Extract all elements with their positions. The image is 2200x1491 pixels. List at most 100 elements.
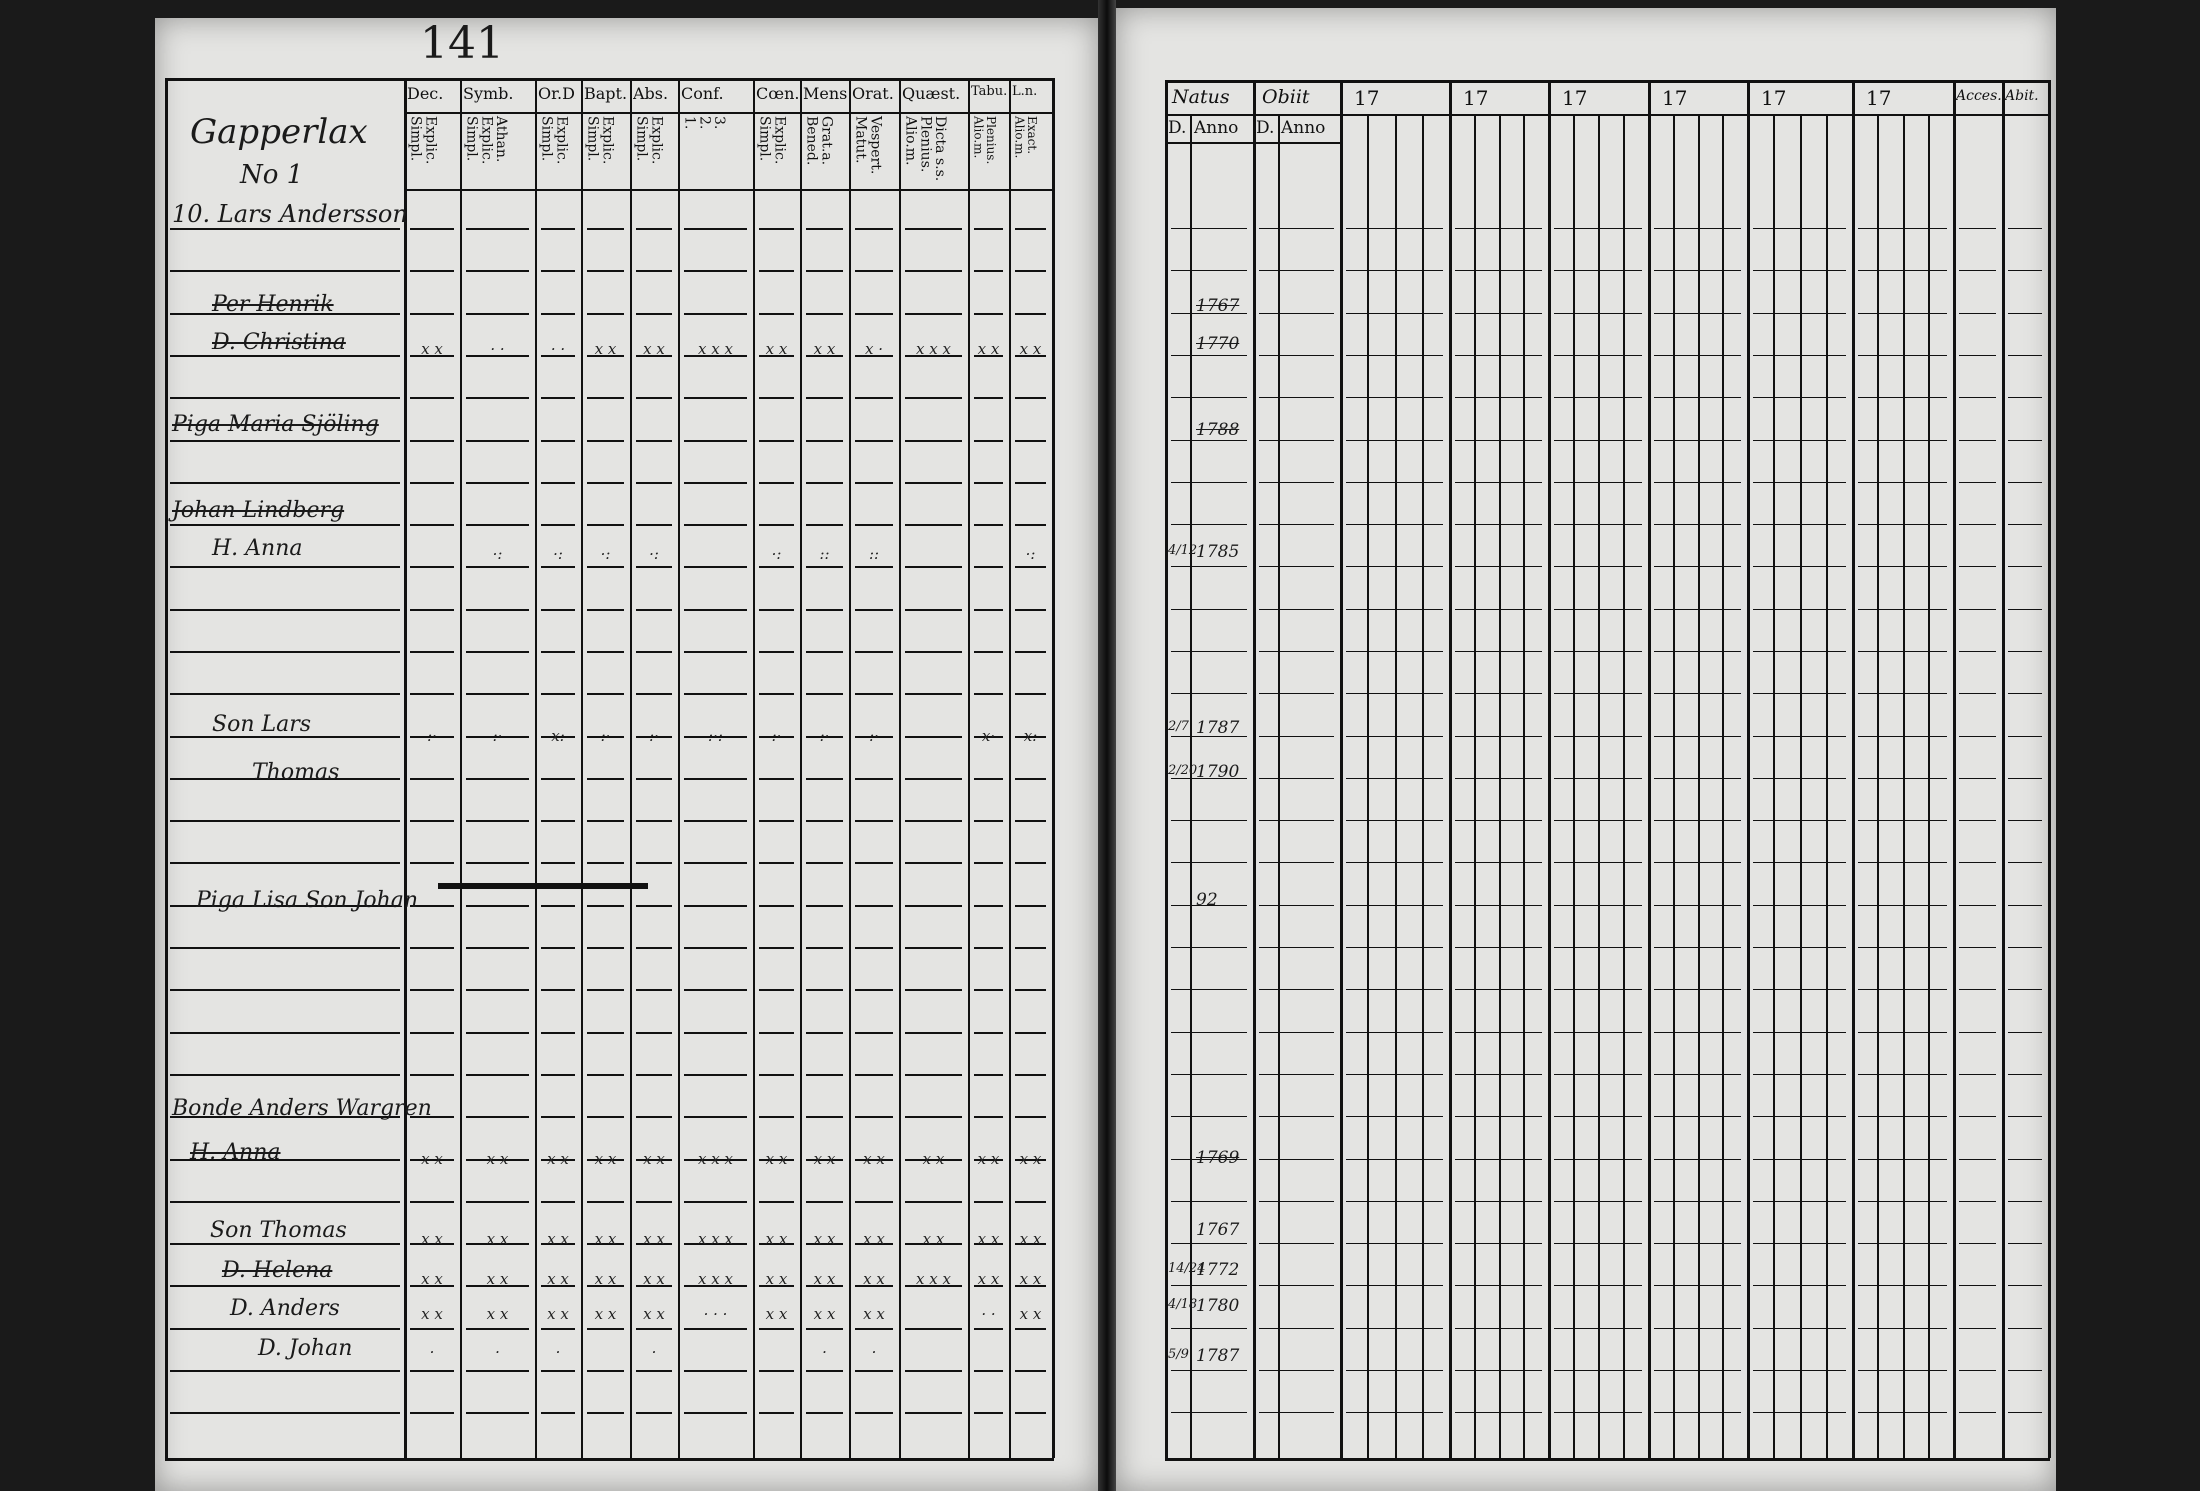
row-line bbox=[905, 1370, 962, 1372]
row-line bbox=[1455, 270, 1542, 271]
birth-year: 1772 bbox=[1196, 1260, 1240, 1280]
row-line bbox=[170, 270, 400, 272]
row-line bbox=[2008, 693, 2042, 694]
row-line bbox=[1753, 313, 1846, 314]
row-line bbox=[541, 1032, 575, 1034]
row-line bbox=[1654, 228, 1741, 229]
row-line bbox=[1015, 651, 1046, 653]
row-line bbox=[684, 1201, 747, 1203]
row-line bbox=[587, 947, 624, 949]
row-line bbox=[1959, 270, 1996, 271]
row-line bbox=[1015, 778, 1046, 780]
row-line bbox=[2008, 1074, 2042, 1075]
row-line bbox=[1171, 736, 1247, 737]
row-line bbox=[905, 989, 962, 991]
ink-smear bbox=[438, 883, 648, 889]
row-line bbox=[466, 862, 529, 864]
row-line bbox=[974, 270, 1003, 272]
row-line bbox=[1554, 397, 1642, 398]
row-line bbox=[1753, 1412, 1846, 1413]
row-line bbox=[684, 270, 747, 272]
exam-mark: x x bbox=[594, 340, 617, 358]
row-line bbox=[855, 1074, 893, 1076]
row-line bbox=[1959, 693, 1996, 694]
row-line bbox=[1654, 693, 1741, 694]
row-line bbox=[1259, 862, 1334, 863]
row-line bbox=[855, 313, 893, 315]
row-line bbox=[170, 693, 400, 695]
row-line bbox=[1346, 989, 1443, 990]
row-line bbox=[1015, 228, 1046, 230]
row-line bbox=[1455, 693, 1542, 694]
column-line bbox=[1747, 80, 1750, 1458]
row-line bbox=[541, 1328, 575, 1330]
row-line bbox=[1753, 989, 1846, 990]
birth-day: 4/12 bbox=[1168, 543, 1198, 558]
row-line bbox=[587, 778, 624, 780]
row-line bbox=[410, 1201, 454, 1203]
exam-mark: x x bbox=[977, 1150, 1000, 1168]
row-line bbox=[1259, 270, 1334, 271]
person-name: Piga Maria Sjöling bbox=[172, 412, 379, 437]
row-line bbox=[410, 1032, 454, 1034]
row-line bbox=[1171, 440, 1247, 441]
column-subheader: Explic. Simpl. bbox=[633, 116, 665, 165]
exam-mark: x x bbox=[977, 340, 1000, 358]
exam-mark: x x bbox=[1019, 1305, 1042, 1323]
exam-mark: x x bbox=[594, 1305, 617, 1323]
row-line bbox=[684, 609, 747, 611]
row-line bbox=[1346, 1201, 1443, 1202]
row-line bbox=[1654, 651, 1741, 652]
row-line bbox=[974, 1370, 1003, 1372]
row-line bbox=[170, 989, 400, 991]
row-line bbox=[636, 609, 672, 611]
column-subheader: Grat.a. Bened. bbox=[803, 116, 835, 166]
column-line bbox=[1648, 80, 1651, 1458]
exam-mark: :· bbox=[492, 727, 503, 745]
column-line bbox=[849, 78, 851, 1458]
column-line bbox=[1340, 80, 1343, 1458]
birth-year: 1788 bbox=[1196, 420, 1240, 440]
row-line bbox=[1554, 228, 1642, 229]
row-line bbox=[587, 651, 624, 653]
row-line bbox=[1858, 1159, 1947, 1160]
exam-mark: :· bbox=[427, 727, 437, 745]
row-line bbox=[1753, 736, 1846, 737]
exam-mark: x x bbox=[813, 1230, 836, 1248]
row-line bbox=[1346, 228, 1443, 229]
row-line bbox=[684, 1116, 747, 1118]
row-line bbox=[1455, 1074, 1542, 1075]
row-line bbox=[974, 355, 1003, 357]
exam-mark: x x bbox=[813, 1150, 836, 1168]
row-line bbox=[806, 820, 843, 822]
row-line bbox=[1346, 1328, 1443, 1329]
row-line bbox=[2008, 1328, 2042, 1329]
birth-year: 1770 bbox=[1196, 334, 1240, 354]
row-line bbox=[170, 1201, 400, 1203]
exam-mark: x · bbox=[865, 340, 883, 358]
row-line bbox=[684, 482, 747, 484]
row-line bbox=[684, 1243, 747, 1245]
row-line bbox=[974, 1328, 1003, 1330]
row-line bbox=[1959, 862, 1996, 863]
row-line bbox=[855, 397, 893, 399]
row-line bbox=[684, 905, 747, 907]
row-line bbox=[806, 1201, 843, 1203]
row-line bbox=[759, 1370, 794, 1372]
exam-mark: x x x bbox=[698, 340, 733, 358]
table-top-border bbox=[165, 78, 1054, 81]
row-line bbox=[1015, 397, 1046, 399]
row-line bbox=[410, 1116, 454, 1118]
row-line bbox=[1346, 397, 1443, 398]
row-line bbox=[170, 947, 400, 949]
row-line bbox=[541, 693, 575, 695]
exam-mark: · bbox=[871, 1343, 877, 1361]
row-line bbox=[1171, 397, 1247, 398]
row-line bbox=[1259, 1074, 1334, 1075]
exam-mark: x x bbox=[547, 1230, 569, 1248]
column-header: Orat. bbox=[852, 84, 894, 103]
row-line bbox=[636, 228, 672, 230]
row-line bbox=[1171, 651, 1247, 652]
row-line bbox=[1753, 440, 1846, 441]
row-line bbox=[905, 905, 962, 907]
